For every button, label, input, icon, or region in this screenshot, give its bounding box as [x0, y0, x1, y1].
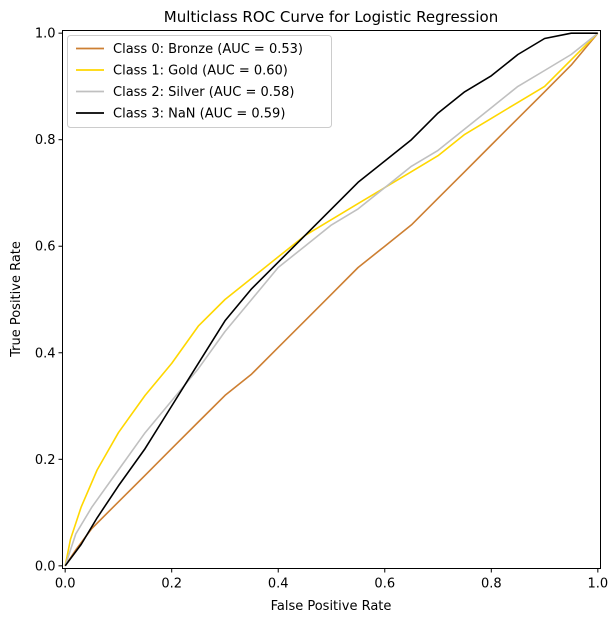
roc-line-class-2: [64, 32, 599, 567]
y-tick-label: 0.4: [35, 346, 56, 361]
y-tick-label: 0.6: [35, 240, 56, 255]
x-tick-label: 0.8: [481, 577, 502, 592]
y-axis-ticks: 0.0 0.2 0.4 0.6 0.8 1.0: [35, 27, 63, 574]
plot-area: 0.0 0.2 0.4 0.6 0.8 1.0 0.0 0.2 0.4 0.6 0.8 1.0: [35, 27, 608, 592]
y-tick-label: 0.2: [35, 453, 56, 468]
series-layer: [64, 32, 599, 567]
axes-frame: [62, 30, 601, 569]
x-tick-label: 0.4: [268, 577, 289, 592]
legend-label-class-1: Class 1: Gold (AUC = 0.60): [113, 64, 288, 79]
x-axis-ticks: 0.0 0.2 0.4 0.6 0.8 1.0: [55, 568, 608, 592]
x-tick-label: 0.2: [161, 577, 182, 592]
x-tick-label: 0.0: [55, 577, 76, 592]
chart-title: Multiclass ROC Curve for Logistic Regres…: [164, 8, 498, 26]
legend: Class 0: Bronze (AUC = 0.53) Class 1: Gol…: [67, 35, 332, 128]
roc-line-class-3: [64, 32, 598, 567]
roc-line-class-0: [64, 32, 599, 567]
y-tick-label: 1.0: [35, 27, 56, 42]
legend-label-class-3: Class 3: NaN (AUC = 0.59): [113, 107, 285, 122]
x-tick-label: 0.6: [374, 577, 395, 592]
y-tick-label: 0.8: [35, 133, 56, 148]
y-axis-label: True Positive Rate: [9, 241, 24, 358]
x-axis-label: False Positive Rate: [271, 599, 392, 614]
legend-label-class-0: Class 0: Bronze (AUC = 0.53): [113, 42, 303, 57]
legend-entries: Class 0: Bronze (AUC = 0.53) Class 1: Gol…: [76, 42, 303, 122]
y-tick-label: 0.0: [35, 559, 56, 574]
x-tick-label: 1.0: [587, 577, 608, 592]
legend-box: [67, 35, 332, 128]
legend-label-class-2: Class 2: Silver (AUC = 0.58): [113, 85, 295, 100]
